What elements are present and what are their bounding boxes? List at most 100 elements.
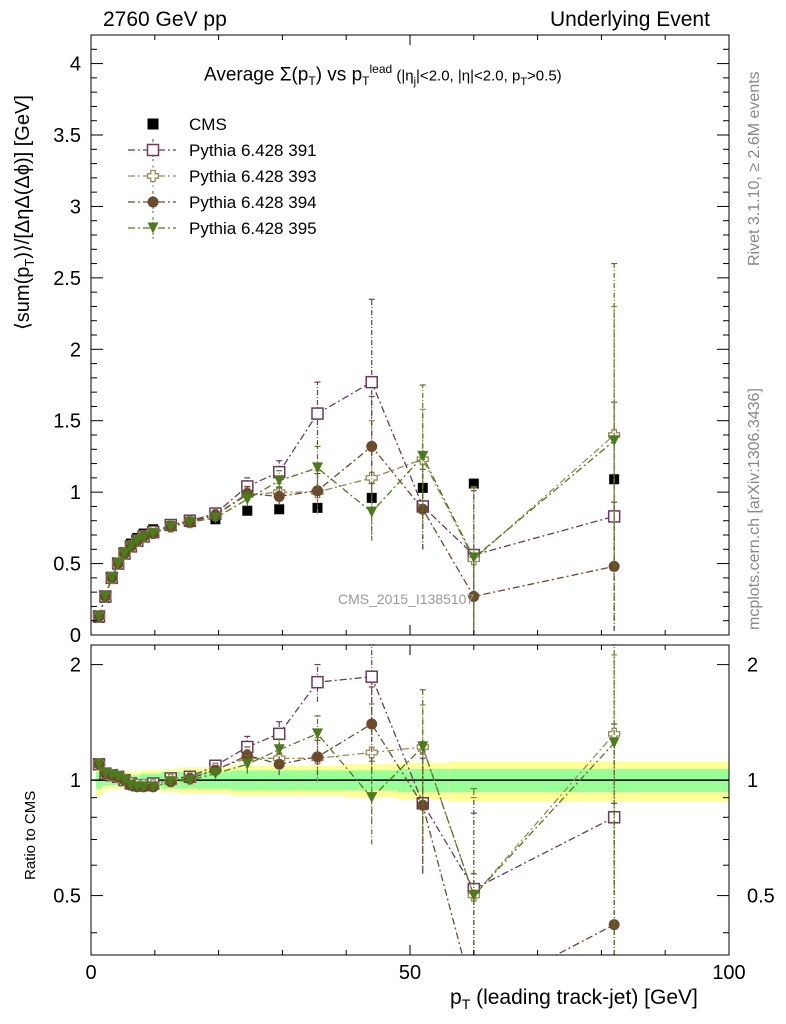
ratio-point: [273, 744, 285, 756]
x-tick-label: 50: [399, 962, 421, 984]
main-point: [366, 506, 378, 518]
ratio-series-3: [93, 644, 620, 955]
main-y-tick-label: 1.5: [53, 411, 81, 433]
legend-label: Pythia 6.428 393: [189, 167, 317, 186]
ratio-y-tick-label-right: 1: [747, 770, 758, 792]
main-point: [241, 493, 253, 505]
legend-label: Pythia 6.428 394: [189, 193, 317, 212]
ratio-y-tick-label-left: 2: [70, 655, 81, 677]
ratio-point: [608, 737, 620, 749]
main-y-tick-label: 1: [70, 482, 81, 504]
ratio-y-tick-label-left: 1: [70, 770, 81, 792]
main-point: [417, 503, 429, 515]
ratio-point: [311, 675, 324, 689]
ratio-point: [93, 758, 105, 770]
ratio-point: [365, 670, 378, 683]
main-point: [209, 512, 221, 524]
main-series-4: [93, 262, 620, 630]
ratio-y-tick-label-right: 0.5: [747, 886, 775, 908]
ratio-series-group: [92, 644, 621, 955]
header-right: Underlying Event: [550, 8, 710, 31]
main-point: [417, 450, 429, 462]
main-point: [131, 535, 143, 547]
main-y-tick-label: 2: [70, 339, 81, 361]
legend-label: CMS: [189, 115, 227, 134]
main-y-tick-label: 3.5: [53, 125, 81, 147]
ratio-point: [417, 799, 429, 811]
main-point: [311, 485, 323, 497]
ratio-point: [165, 776, 177, 788]
main-y-tick-label: 0.5: [53, 554, 81, 576]
main-point: [184, 516, 196, 528]
ratio-point: [272, 727, 286, 741]
main-series-1: [92, 298, 621, 631]
ratio-point: [273, 758, 285, 770]
ratio-point: [209, 768, 221, 780]
ratio-point: [138, 781, 150, 793]
main-point: [366, 440, 378, 452]
main-point: [311, 462, 323, 474]
main-point: [118, 548, 130, 560]
source-label: mcplots.cern.ch [arXiv:1306.3436]: [746, 388, 763, 630]
main-series-2: [92, 305, 621, 631]
ratio-point: [147, 781, 159, 793]
axes-frames: 0 50 100 0 0.5 1 1.5 2 2.5 3 3.5 4 0.5 1 2 0.5 1 2: [53, 34, 775, 984]
main-point: [112, 558, 124, 570]
main-point: [468, 478, 479, 489]
main-panel-frame: [90, 34, 730, 636]
ratio-y-tick-label-left: 0.5: [53, 886, 81, 908]
analysis-watermark: CMS_2015_I1385107: [338, 591, 475, 607]
ratio-point: [366, 718, 378, 730]
ratio-point: [184, 774, 196, 786]
main-point: [125, 540, 137, 552]
ratio-series-line: [98, 733, 615, 897]
main-point: [365, 375, 378, 389]
legend-marker: [146, 169, 160, 183]
main-point: [165, 520, 177, 532]
main-point: [138, 532, 150, 544]
ratio-point: [112, 771, 124, 783]
main-point: [468, 552, 480, 564]
ratio-series-1: [92, 654, 621, 955]
legend-marker: [147, 118, 159, 130]
rivet-version-label: Rivet 3.1.10, ≥ 2.6M events: [746, 71, 763, 266]
main-point: [608, 435, 620, 447]
main-point: [242, 505, 253, 516]
x-tick-label: 0: [85, 962, 96, 984]
main-y-tick-label: 4: [70, 54, 81, 76]
main-point: [273, 490, 285, 502]
main-point: [312, 502, 323, 513]
ratio-point: [311, 728, 323, 740]
ratio-point: [311, 751, 323, 763]
ratio-series-2: [93, 686, 620, 955]
ratio-y-tick-label-right: 2: [747, 655, 758, 677]
x-axis-label: pT (leading track-jet) [GeV]: [450, 986, 698, 1013]
main-y-tick-label: 0: [70, 625, 81, 647]
x-tick-label: 100: [712, 962, 745, 984]
main-point: [106, 572, 118, 584]
legend-label: Pythia 6.428 391: [189, 141, 317, 160]
main-point: [147, 528, 159, 540]
ratio-point: [241, 758, 253, 770]
legend: CMS Pythia 6.428 391 Pythia 6.428 393 Pythi…: [128, 115, 317, 239]
chart-title: Average Σ(pT) vs pTlead (|ηj|<2.0, |η|<2…: [204, 62, 562, 89]
ratio-point: [365, 746, 378, 759]
header-left: 2760 GeV pp: [103, 8, 227, 31]
main-point: [93, 610, 105, 622]
ratio-point: [366, 792, 378, 804]
legend-marker: [146, 143, 160, 157]
legend-marker: [147, 196, 159, 208]
ratio-point: [118, 774, 130, 786]
ratio-point: [417, 741, 429, 753]
main-point: [311, 407, 324, 420]
main-y-axis-label: ⟨sum(pT)⟩/[ΔηΔ(Δϕ)] [GeV]: [12, 95, 37, 330]
main-y-tick-label: 2.5: [53, 268, 81, 290]
ratio-point: [468, 890, 480, 902]
main-point: [274, 504, 285, 515]
legend-marker: [147, 222, 159, 234]
main-y-tick-label: 3: [70, 196, 81, 218]
main-point: [99, 590, 111, 602]
legend-label: Pythia 6.428 395: [189, 219, 317, 238]
ratio-series-line: [98, 733, 615, 897]
